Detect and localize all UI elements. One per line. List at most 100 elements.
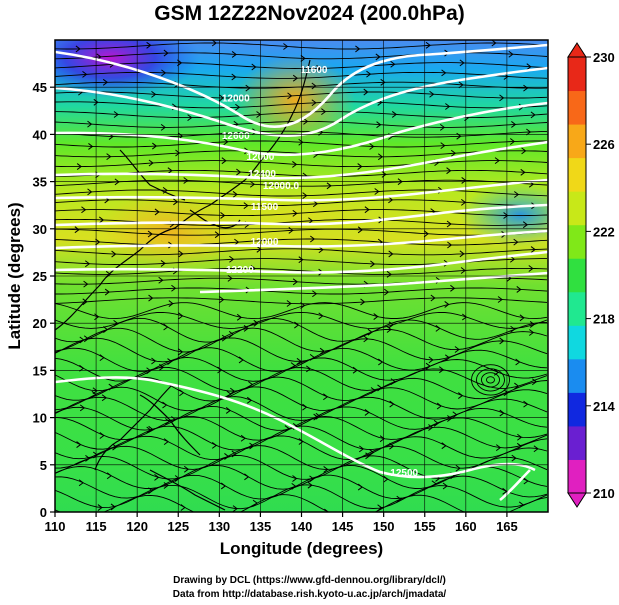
wind-arrow <box>113 111 119 118</box>
wind-arrow <box>159 363 165 371</box>
colorbar-tick-label: 214 <box>593 399 615 414</box>
map-title: GSM 12Z22Nov2024 (200.0hPa) <box>154 2 465 25</box>
wind-arrow <box>444 354 451 362</box>
wind-arrow <box>522 221 529 229</box>
wind-arrow <box>389 442 395 450</box>
wind-arrow <box>523 84 529 92</box>
wind-arrow <box>450 149 457 157</box>
wind-arrow <box>358 445 365 453</box>
credit-drawing: Drawing by DCL (https://www.gfd-dennou.o… <box>173 575 446 586</box>
coastlines <box>55 59 311 511</box>
wind-arrow <box>523 400 529 408</box>
wind-arrow <box>236 168 242 176</box>
contour-label: 12200 <box>226 265 254 276</box>
wind-arrow <box>312 290 318 298</box>
vortex-streamline <box>471 364 510 396</box>
wind-arrow <box>457 392 464 399</box>
wind-arrow <box>163 438 169 446</box>
contour-label: 12600 <box>222 131 250 142</box>
wind-arrow <box>302 192 308 200</box>
colorbar <box>567 42 587 508</box>
wind-arrow <box>460 267 466 274</box>
wind-arrow <box>162 401 168 409</box>
wind-arrow <box>78 479 84 487</box>
y-tick-label: 30 <box>33 222 47 237</box>
colorbar-segment <box>568 425 586 460</box>
wind-arrow <box>386 270 392 278</box>
colorbar-segment <box>568 224 586 259</box>
wind-arrow <box>235 103 241 111</box>
wind-arrow <box>302 403 308 411</box>
wind-arrow <box>311 82 317 90</box>
wind-arrow <box>497 296 503 303</box>
x-tick-label: 155 <box>414 519 436 534</box>
y-tick-label: 5 <box>40 458 47 473</box>
wind-arrow <box>526 63 532 71</box>
wind-arrow <box>495 444 502 451</box>
wind-arrow <box>211 40 217 47</box>
wind-arrow <box>102 78 109 86</box>
wind-arrow <box>219 296 225 303</box>
x-tick-label: 140 <box>291 519 313 534</box>
x-tick-label: 150 <box>373 519 395 534</box>
wind-arrow <box>310 235 316 243</box>
wind-arrow <box>391 111 398 118</box>
wind-arrow <box>83 280 89 288</box>
wind-arrow <box>284 425 290 432</box>
wind-arrow <box>231 51 237 58</box>
wind-arrow <box>246 396 253 404</box>
contour-label: 12000 <box>222 93 250 104</box>
wind-arrow <box>173 198 179 206</box>
x-tick-label: 160 <box>455 519 477 534</box>
x-tick-label: 125 <box>167 519 189 534</box>
wind-arrow <box>355 45 361 53</box>
wind-arrow <box>436 402 442 410</box>
cold-region <box>55 40 200 98</box>
wind-arrow <box>503 212 509 219</box>
wind-arrow <box>290 362 296 370</box>
wind-arrow <box>228 330 234 338</box>
wind-arrow <box>386 326 392 333</box>
wind-arrow <box>438 366 445 374</box>
wind-arrow <box>187 114 193 121</box>
wind-arrow <box>366 70 372 78</box>
wind-arrow <box>252 499 258 507</box>
wind-arrow <box>461 313 468 321</box>
x-tick-label: 110 <box>45 519 66 534</box>
wind-arrow <box>163 323 169 331</box>
wind-arrow <box>502 487 508 495</box>
wind-arrow <box>363 88 369 96</box>
contour-label: 11500 <box>251 202 279 213</box>
wind-arrow <box>81 206 87 214</box>
wind-arrow <box>363 335 369 343</box>
colorbar-segment <box>568 90 586 125</box>
wind-arrow <box>95 238 101 246</box>
wind-arrow <box>232 191 238 198</box>
y-tick-label: 10 <box>33 411 47 426</box>
wind-arrow <box>296 357 302 365</box>
wind-arrow <box>461 198 467 206</box>
wind-arrow <box>175 149 181 157</box>
wind-arrow <box>220 212 226 219</box>
y-tick-label: 0 <box>40 505 47 520</box>
vortex-streamline <box>486 376 495 384</box>
credit-data: Data from http://database.rish.kyoto-u.a… <box>172 589 447 600</box>
wind-arrow <box>521 147 527 155</box>
wind-arrow <box>76 441 82 448</box>
wind-arrow <box>178 250 184 258</box>
wind-arrow <box>388 196 394 204</box>
wind-arrow <box>499 94 505 102</box>
wind-arrow <box>390 378 396 386</box>
wind-arrow <box>178 312 184 320</box>
colorbar-segment <box>568 258 586 293</box>
wind-arrow <box>174 475 180 482</box>
wind-arrow <box>74 226 80 234</box>
colorbar-bottom-arrow <box>567 492 587 508</box>
wind-arrow <box>220 482 227 490</box>
wind-arrow <box>292 278 298 286</box>
wind-arrow <box>163 482 169 489</box>
wind-arrow <box>221 157 227 165</box>
wind-arrow <box>231 73 237 81</box>
wind-arrow <box>112 443 118 451</box>
wind-arrow <box>511 454 517 462</box>
